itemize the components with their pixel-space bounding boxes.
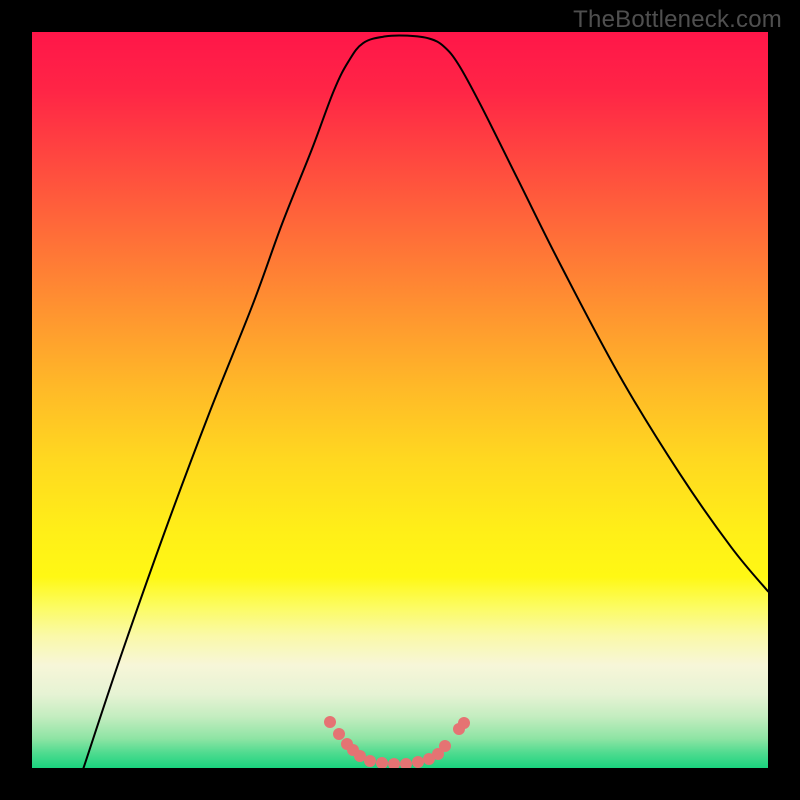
curve-marker <box>458 717 470 729</box>
chart-background <box>32 32 768 768</box>
bottleneck-chart <box>32 32 768 768</box>
curve-marker <box>324 716 336 728</box>
chart-svg <box>32 32 768 768</box>
curve-marker <box>412 756 424 768</box>
watermark-text: TheBottleneck.com <box>573 6 782 34</box>
curve-marker <box>364 755 376 767</box>
curve-marker <box>333 728 345 740</box>
curve-marker <box>439 740 451 752</box>
